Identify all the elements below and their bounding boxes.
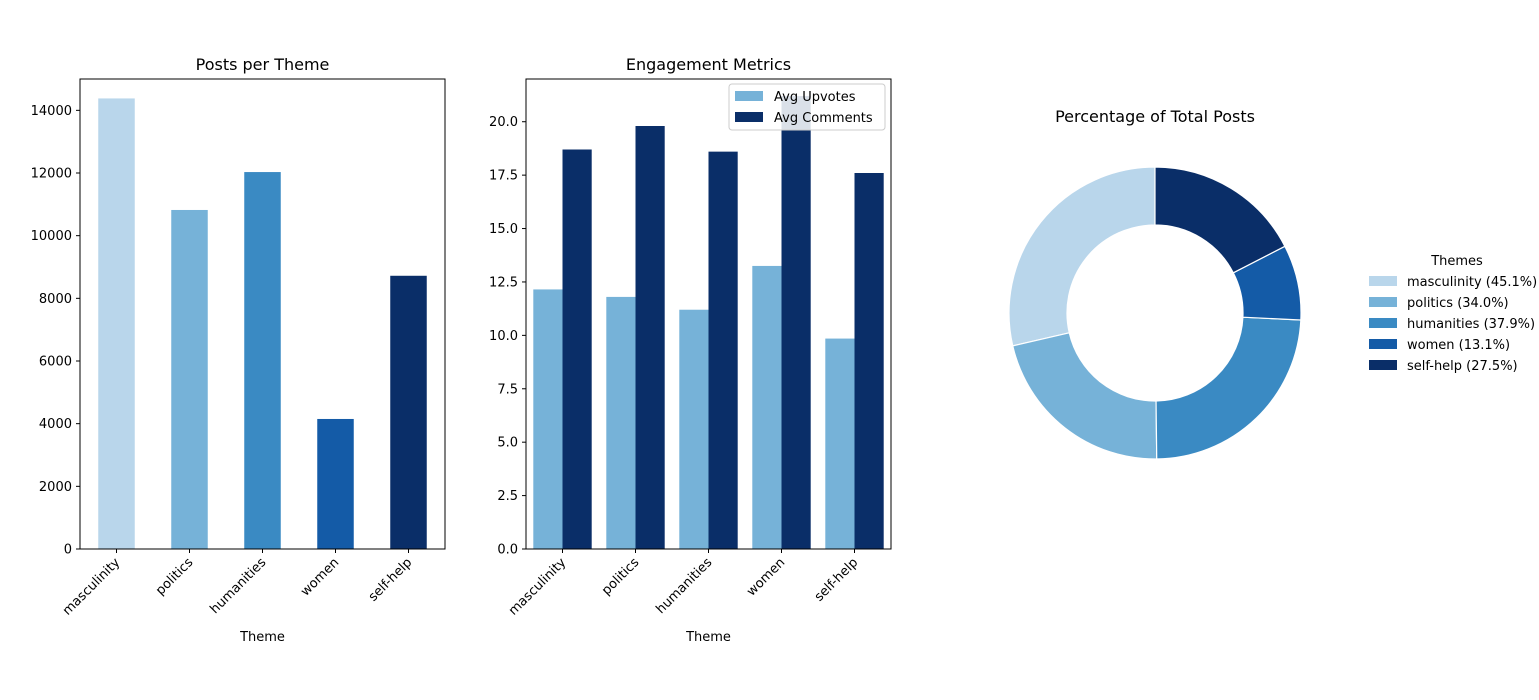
donut-legend-label-self-help: self-help (27.5%) (1407, 359, 1518, 374)
legend-label-avg-upvotes: Avg Upvotes (774, 90, 856, 105)
y-tick-label: 15.0 (489, 222, 518, 237)
donut-slice-masculinity (1008, 166, 1156, 347)
bar-avg-comments-masculinity (562, 149, 592, 549)
engagement-legend: Avg Upvotes Avg Comments (728, 83, 886, 131)
bar-posts-masculinity (98, 98, 135, 549)
legend-label-avg-comments: Avg Comments (774, 111, 873, 126)
donut-legend-swatch-politics (1369, 297, 1397, 307)
engagement-legend-frame (728, 83, 886, 131)
x-tick-label-politics: politics (599, 555, 642, 598)
donut-legend-label-masculinity: masculinity (45.1%) (1407, 275, 1537, 290)
donut-legend-label-humanities: humanities (37.9%) (1407, 317, 1535, 332)
y-tick-label: 4000 (39, 417, 72, 432)
bar-avg-upvotes-self-help (825, 338, 855, 549)
bar-avg-upvotes-women (752, 265, 782, 549)
engagement-x-axis-label: Theme (685, 630, 731, 645)
engagement-x-axis: masculinity politics humanities women self-h… (506, 549, 861, 619)
y-tick-label: 10000 (31, 229, 72, 244)
y-tick-label: 0 (64, 543, 72, 558)
engagement-chart-title: Engagement Metrics (626, 55, 791, 74)
donut-legend-swatch-self-help (1369, 360, 1397, 370)
donut-slice-politics (1012, 332, 1158, 460)
legend-swatch-avg-comments (735, 112, 763, 122)
donut-slice-self-help (1154, 166, 1286, 274)
bar-avg-comments-self-help (854, 173, 884, 549)
posts-x-axis: masculinity politics humanities women self-h… (60, 549, 415, 619)
x-tick-label-humanities: humanities (653, 555, 715, 617)
posts-chart-title: Posts per Theme (196, 55, 330, 74)
bar-avg-comments-politics (635, 126, 665, 549)
bar-posts-humanities (244, 172, 281, 549)
bar-avg-comments-humanities (708, 151, 738, 550)
y-tick-label: 20.0 (489, 115, 518, 130)
bar-posts-politics (171, 209, 208, 549)
x-tick-label-self-help: self-help (812, 555, 862, 605)
y-tick-label: 7.5 (497, 382, 518, 397)
posts-y-axis: 0 2000 4000 6000 8000 10000 12000 14000 (31, 104, 80, 558)
donut-legend-label-politics: politics (34.0%) (1407, 296, 1509, 311)
y-tick-label: 8000 (39, 292, 72, 307)
donut-slice-humanities (1155, 316, 1302, 460)
x-tick-label-women: women (298, 555, 342, 599)
bar-posts-women (317, 418, 354, 549)
bar-avg-upvotes-humanities (679, 309, 709, 549)
percentage-donut-chart: Percentage of Total Posts Themes masculi… (1008, 107, 1537, 460)
x-tick-label-humanities: humanities (207, 555, 269, 617)
posts-per-theme-chart: Posts per Theme 0 2000 4000 6000 8000 10000 12… (31, 55, 446, 645)
donut-legend: Themes masculinity (45.1%) politics (34.0… (1369, 254, 1537, 374)
y-tick-label: 14000 (31, 104, 72, 119)
y-tick-label: 12000 (31, 167, 72, 182)
y-tick-label: 2.5 (497, 489, 518, 504)
x-tick-label-masculinity: masculinity (60, 555, 124, 619)
y-tick-label: 17.5 (489, 169, 518, 184)
x-tick-label-women: women (744, 555, 788, 599)
engagement-bars (533, 96, 884, 550)
donut-slices (1008, 166, 1302, 460)
y-tick-label: 6000 (39, 355, 72, 370)
bar-avg-upvotes-politics (606, 296, 636, 549)
y-tick-label: 5.0 (497, 436, 518, 451)
bar-posts-self-help (390, 275, 427, 549)
donut-legend-title: Themes (1430, 254, 1483, 269)
x-tick-label-politics: politics (153, 555, 196, 598)
y-tick-label: 2000 (39, 480, 72, 495)
posts-bars (98, 98, 427, 549)
x-tick-label-masculinity: masculinity (506, 555, 570, 619)
bar-avg-comments-women (781, 96, 811, 549)
donut-legend-swatch-masculinity (1369, 276, 1397, 286)
posts-x-axis-label: Theme (239, 630, 285, 645)
engagement-metrics-chart: Engagement Metrics 0.0 2.5 5.0 7.5 10.0 12.5 1… (489, 55, 892, 645)
donut-chart-title: Percentage of Total Posts (1055, 107, 1255, 126)
donut-legend-swatch-women (1369, 339, 1397, 349)
bar-avg-upvotes-masculinity (533, 289, 563, 549)
y-tick-label: 10.0 (489, 329, 518, 344)
legend-swatch-avg-upvotes (735, 91, 763, 101)
donut-legend-swatch-humanities (1369, 318, 1397, 328)
y-tick-label: 12.5 (489, 275, 518, 290)
donut-legend-label-women: women (13.1%) (1407, 338, 1510, 353)
x-tick-label-self-help: self-help (366, 555, 416, 605)
y-tick-label: 0.0 (497, 543, 518, 558)
engagement-y-axis: 0.0 2.5 5.0 7.5 10.0 12.5 15.0 17.5 20.0 (489, 115, 526, 558)
